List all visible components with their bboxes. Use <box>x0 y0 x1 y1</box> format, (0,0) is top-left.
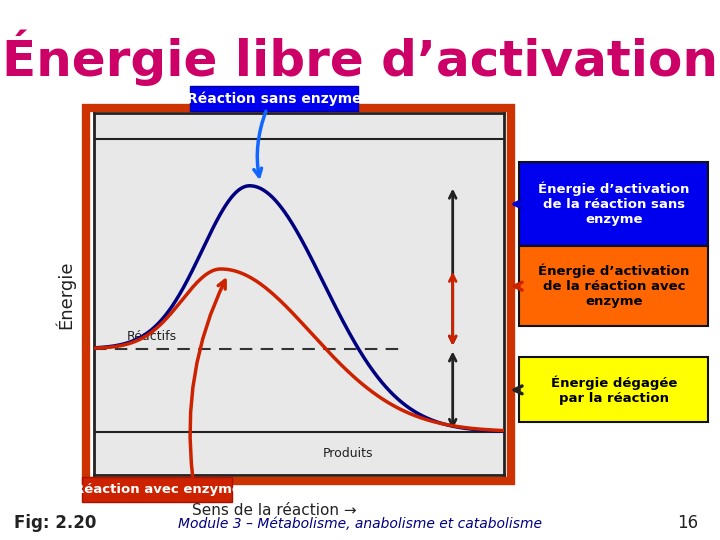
Text: Réaction sans enzyme: Réaction sans enzyme <box>187 91 361 105</box>
Text: Produits: Produits <box>323 447 373 460</box>
Text: Réaction avec enzyme: Réaction avec enzyme <box>73 483 240 496</box>
Text: Réactifs: Réactifs <box>127 329 176 342</box>
Text: Module 3 – Métabolisme, anabolisme et catabolisme: Module 3 – Métabolisme, anabolisme et ca… <box>178 517 542 531</box>
Text: 16: 16 <box>678 514 698 532</box>
Text: Énergie d’activation
de la réaction sans
enzyme: Énergie d’activation de la réaction sans… <box>538 182 690 226</box>
Text: Énergie d’activation
de la réaction avec
enzyme: Énergie d’activation de la réaction avec… <box>538 264 690 308</box>
Text: Énergie: Énergie <box>55 260 75 328</box>
Text: Énergie dégagée
par la réaction: Énergie dégagée par la réaction <box>551 375 677 404</box>
Text: Fig: 2.20: Fig: 2.20 <box>14 514 96 532</box>
Text: Sens de la réaction →: Sens de la réaction → <box>192 503 356 518</box>
Text: Énergie libre d’activation: Énergie libre d’activation <box>2 30 718 86</box>
